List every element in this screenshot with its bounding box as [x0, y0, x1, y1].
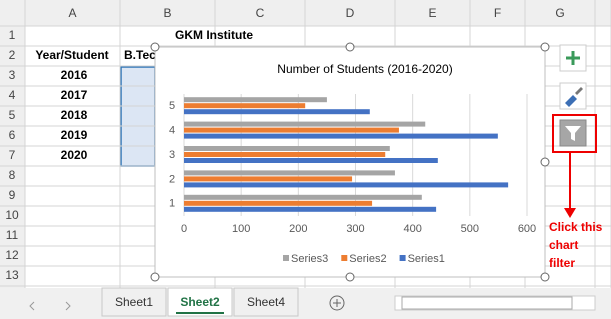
bar	[184, 182, 509, 188]
column-header: D	[346, 6, 355, 20]
x-tick-label: 400	[403, 223, 421, 235]
chart-title: Number of Students (2016-2020)	[277, 62, 452, 76]
y-tick-label: 1	[169, 198, 175, 210]
sheet-tab[interactable]	[233, 287, 299, 317]
row-header: 4	[9, 88, 16, 102]
annotation: filter	[549, 256, 575, 270]
row-header: 6	[9, 128, 16, 142]
x-tick-label: 600	[518, 223, 536, 235]
year-cell: 2016	[61, 68, 88, 82]
highlight-box	[552, 114, 597, 153]
sheet-tab[interactable]	[101, 287, 167, 317]
selected-range[interactable]	[120, 66, 156, 167]
chart-styles-button[interactable]	[559, 82, 587, 110]
row-header: 1	[9, 28, 16, 42]
sheet-nav[interactable]	[29, 301, 71, 311]
bar	[184, 146, 390, 151]
sheet-tab[interactable]	[167, 287, 233, 317]
bar	[184, 121, 426, 127]
legend-label: Series3	[291, 253, 328, 265]
column-header: C	[256, 6, 265, 20]
row-header: 11	[6, 228, 19, 242]
row-header: 8	[9, 168, 16, 182]
legend-swatch	[399, 255, 406, 261]
sheet-tab-label: Sheet4	[247, 295, 285, 309]
row-header: 5	[9, 108, 16, 122]
y-tick-label: 2	[169, 173, 175, 185]
legend-label: Series2	[349, 253, 386, 265]
row-header: 2	[9, 48, 16, 62]
row-header-bar	[0, 0, 25, 288]
legend-swatch	[283, 255, 289, 261]
bar	[184, 158, 438, 163]
sheet-title: GKM Institute	[175, 28, 253, 42]
row-header: 7	[9, 148, 16, 162]
bar	[184, 109, 370, 115]
legend-swatch	[341, 255, 348, 261]
x-tick-label: 300	[346, 223, 364, 235]
row-header: 12	[5, 248, 19, 262]
column-header: E	[428, 6, 436, 20]
column-header: A	[68, 6, 76, 20]
x-tick-label: 0	[181, 223, 187, 235]
header-cell: Year/Student	[35, 48, 108, 62]
y-tick-label: 5	[169, 100, 175, 112]
legend-label: Series1	[408, 253, 445, 265]
year-cell: 2019	[61, 128, 88, 142]
row-header: 3	[9, 68, 16, 82]
arrow-head	[564, 208, 576, 218]
x-tick-label: 500	[461, 223, 479, 235]
column-header: F	[494, 6, 501, 20]
year-cell: 2018	[61, 108, 88, 122]
sheet-tab-label: Sheet2	[180, 295, 220, 309]
row-header: 13	[5, 268, 19, 282]
chart-elements-button[interactable]	[559, 44, 587, 72]
row-header: 9	[9, 188, 16, 202]
bar	[184, 194, 422, 200]
column-header: G	[555, 6, 564, 20]
y-tick-label: 3	[169, 149, 175, 161]
header-cell: B.Tec	[124, 48, 156, 62]
scroll-thumb[interactable]	[401, 296, 573, 310]
column-header: B	[163, 6, 171, 20]
bar	[184, 133, 498, 139]
add-sheet-icon	[333, 299, 341, 307]
bar	[184, 97, 327, 103]
bar	[184, 103, 306, 109]
add-sheet[interactable]	[329, 295, 345, 311]
chart-filters-button[interactable]	[559, 119, 587, 147]
bar	[184, 206, 437, 212]
bar	[184, 200, 373, 206]
bar	[184, 176, 353, 182]
bar	[184, 170, 395, 176]
sheet-tab-label: Sheet1	[115, 295, 153, 309]
year-cell: 2017	[61, 88, 88, 102]
bar	[184, 127, 399, 133]
x-tick-label: 100	[232, 223, 250, 235]
year-cell: 2020	[61, 148, 88, 162]
chart-handles	[150, 42, 550, 282]
x-tick-label: 200	[289, 223, 307, 235]
y-tick-label: 4	[169, 125, 175, 137]
bar	[184, 152, 386, 157]
annotation: chart	[549, 238, 578, 252]
annotation: Click this	[549, 220, 603, 234]
row-header: 10	[5, 208, 19, 222]
